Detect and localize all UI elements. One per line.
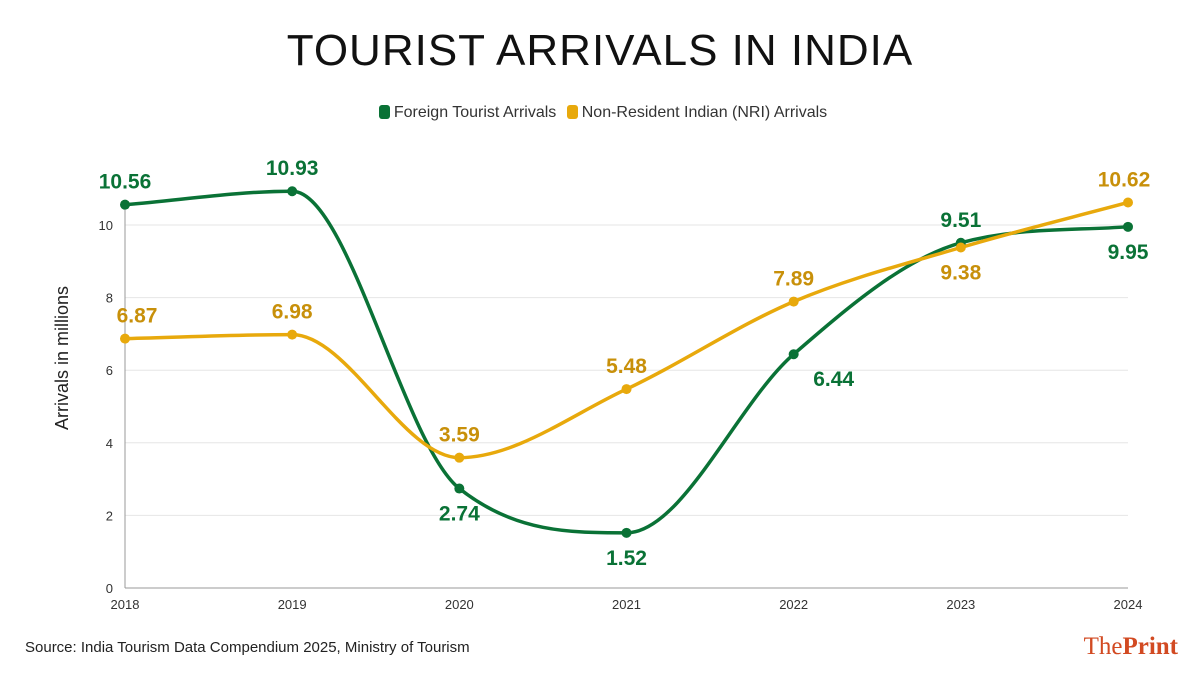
data-point <box>454 483 465 494</box>
series-line-1 <box>124 200 1129 460</box>
y-axis-label: Arrivals in millions <box>52 286 72 430</box>
data-label: 6.98 <box>272 301 313 324</box>
x-tick-label: 2024 <box>1114 597 1143 612</box>
legend-label-foreign: Foreign Tourist Arrivals <box>393 104 557 121</box>
data-point <box>287 329 298 340</box>
legend-label-nri: Non-Resident Indian (NRI) Arrivals <box>581 104 828 121</box>
x-tick-label: 2019 <box>278 597 307 612</box>
x-tick-label: 2020 <box>445 597 474 612</box>
data-label: 9.95 <box>1108 241 1149 264</box>
data-point <box>454 452 465 463</box>
legend-swatch-nri <box>566 105 578 119</box>
data-label: 9.51 <box>940 209 981 232</box>
data-label: 5.48 <box>606 355 647 378</box>
data-label: 10.62 <box>1098 168 1151 191</box>
data-point <box>621 384 632 395</box>
data-point <box>120 199 130 210</box>
x-tick-label: 2022 <box>779 597 808 612</box>
legend-swatch-foreign <box>378 105 390 119</box>
data-label: 2.74 <box>439 503 480 526</box>
data-point <box>621 527 632 538</box>
data-point <box>788 296 799 307</box>
y-tick-label: 6 <box>106 363 113 378</box>
data-label: 9.38 <box>940 262 981 285</box>
x-tick-label: 2023 <box>946 597 975 612</box>
y-tick-label: 10 <box>99 218 113 233</box>
y-tick-label: 2 <box>106 508 113 523</box>
data-label: 1.52 <box>606 547 647 570</box>
data-label: 6.87 <box>117 305 158 328</box>
logo-print: Print <box>1122 633 1178 660</box>
data-label: 6.44 <box>813 368 854 391</box>
data-point <box>788 349 799 360</box>
data-point <box>955 242 966 253</box>
data-label: 10.56 <box>99 171 152 194</box>
data-label: 7.89 <box>773 268 814 291</box>
x-tick-label: 2021 <box>612 597 641 612</box>
data-point <box>287 186 298 197</box>
legend: Foreign Tourist Arrivals Non-Resident In… <box>0 104 1200 122</box>
y-tick-label: 4 <box>106 436 113 451</box>
logo-the: The <box>1083 633 1123 660</box>
chart-title: TOURIST ARRIVALS IN INDIA <box>286 26 914 75</box>
y-tick-label: 8 <box>106 291 113 306</box>
data-label: 10.93 <box>266 157 319 180</box>
x-tick-label: 2018 <box>111 597 140 612</box>
data-point <box>1123 197 1133 208</box>
data-point <box>120 333 130 344</box>
data-label: 3.59 <box>439 424 480 447</box>
data-point <box>1123 221 1133 232</box>
theprint-logo: ThePrint <box>1084 633 1178 661</box>
y-tick-label: 0 <box>106 581 113 596</box>
source-note: Source: India Tourism Data Compendium 20… <box>25 639 470 656</box>
